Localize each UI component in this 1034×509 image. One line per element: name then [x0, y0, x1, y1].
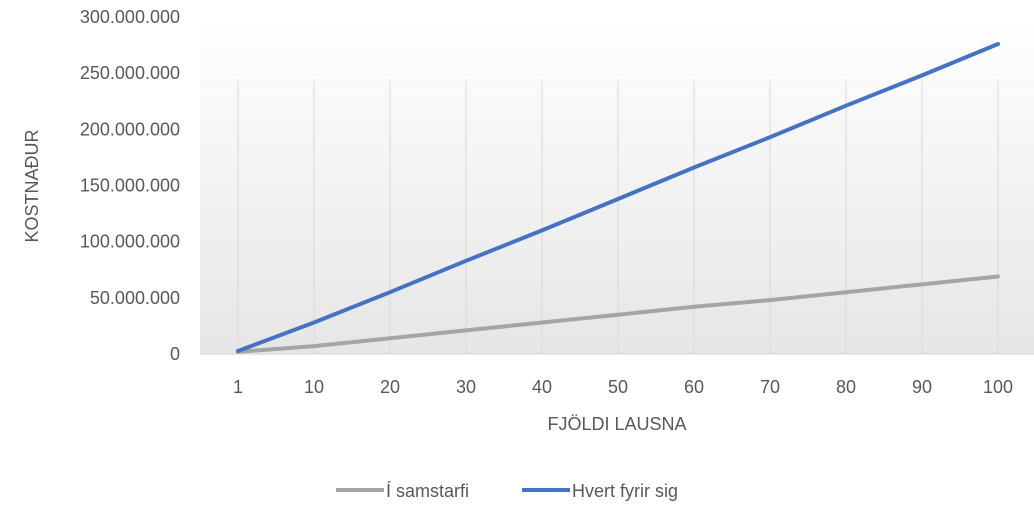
plot-area — [200, 17, 1034, 354]
x-tick-label: 20 — [380, 377, 400, 397]
y-tick-label: 150.000.000 — [80, 176, 180, 196]
series-line — [236, 42, 1000, 353]
gridlines — [237, 79, 999, 354]
series-line — [236, 274, 1000, 354]
y-tick-label: 50.000.000 — [90, 288, 180, 308]
y-tick-label: 200.000.000 — [80, 119, 180, 139]
y-tick-label: 0 — [170, 344, 180, 364]
x-tick-label: 80 — [836, 377, 856, 397]
legend-label: Í samstarfi — [386, 481, 469, 501]
x-tick-label: 1 — [233, 377, 243, 397]
x-tick-label: 100 — [983, 377, 1013, 397]
y-axis-title: KOSTNAÐUR — [22, 129, 42, 242]
x-tick-label: 50 — [608, 377, 628, 397]
x-tick-label: 90 — [912, 377, 932, 397]
legend-label: Hvert fyrir sig — [572, 481, 678, 501]
x-axis-title: FJÖLDI LAUSNA — [547, 414, 686, 434]
y-tick-label: 250.000.000 — [80, 63, 180, 83]
x-tick-label: 30 — [456, 377, 476, 397]
legend: Í samstarfi Hvert fyrir sig — [336, 481, 678, 501]
x-tick-label: 70 — [760, 377, 780, 397]
axes: 0 50.000.000 100.000.000 150.000.000 200.000… — [80, 7, 1034, 397]
y-tick-label: 300.000.000 — [80, 7, 180, 27]
x-tick-label: 40 — [532, 377, 552, 397]
series-lines — [236, 42, 1000, 354]
x-tick-label: 10 — [304, 377, 324, 397]
y-tick-label: 100.000.000 — [80, 232, 180, 252]
x-tick-label: 60 — [684, 377, 704, 397]
